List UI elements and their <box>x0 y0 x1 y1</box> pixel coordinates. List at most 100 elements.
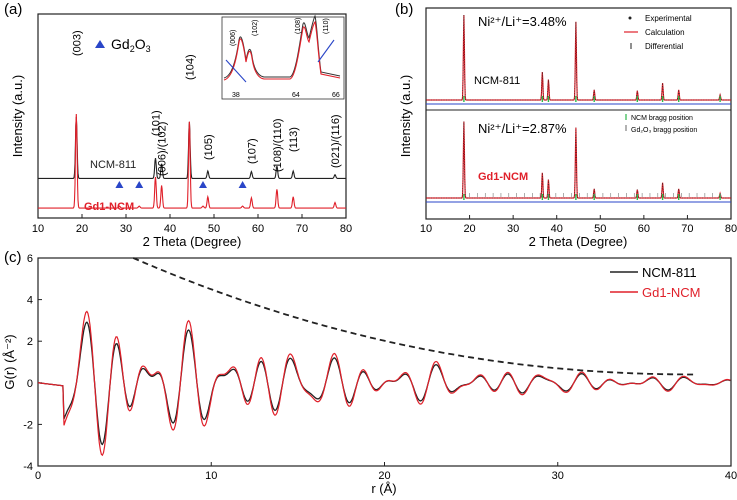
inset-label-110: (110) <box>323 18 330 34</box>
panel-a-frame <box>37 13 347 219</box>
panel-c-curves <box>37 257 731 457</box>
legend-calculation: Calculation <box>645 28 685 37</box>
panel-a: (a) Intensity (a.u.) 2 Theta (Degree) 10… <box>4 1 352 249</box>
panel-b-exp-lower <box>426 121 731 199</box>
panel-b-curves <box>426 14 731 203</box>
panel-b-xtick-label: 20 <box>463 223 475 235</box>
panel-b-xlabel: 2 Theta (Degree) <box>529 234 628 249</box>
panel-a-xlabel: 2 Theta (Degree) <box>143 234 242 249</box>
panel-b-xtick-label: 70 <box>681 223 693 235</box>
panel-c-ticks: 0 10 20 30 40 -4 -2 0 2 4 6 <box>23 253 737 482</box>
panel-a-xtick-label: 60 <box>252 223 264 235</box>
inset-guide-left <box>225 59 247 83</box>
panel-c-ytick-label: 2 <box>27 336 33 348</box>
panel-a-peak-label: (006)/(102) <box>157 122 169 176</box>
panel-b-lower-sample: Gd1-NCM <box>478 171 528 183</box>
panel-c-xtick-label: 30 <box>552 470 564 482</box>
inset-tick-64: 64 <box>292 92 300 99</box>
panel-a-inset: (006) (102) (108) (110) 38 64 66 <box>221 14 345 100</box>
gd2o3-peak-marker <box>115 181 124 188</box>
panel-c-legend: NCM-811 Gd1-NCM <box>610 265 701 300</box>
panel-a-ncm811-label: NCM-811 <box>90 159 136 171</box>
gd2o3-legend-marker <box>95 40 105 48</box>
legend-experimental: Experimental <box>645 14 692 23</box>
panel-b-x-ticks: 10 20 30 40 50 60 70 80 <box>420 215 737 235</box>
panel-a-xtick-label: 70 <box>296 223 308 235</box>
panel-a-xtick-label: 50 <box>208 223 220 235</box>
panel-a-peak-label: (104) <box>184 54 196 80</box>
panel-c-ytick-label: -4 <box>23 461 33 473</box>
panel-a-xtick-label: 10 <box>32 223 44 235</box>
panel-b-frame <box>425 7 732 220</box>
panel-b-xtick-label: 80 <box>725 223 737 235</box>
panel-b-xtick-label: 30 <box>507 223 519 235</box>
gd2o3-peak-marker <box>238 181 247 188</box>
panel-a-xtick-label: 40 <box>164 223 176 235</box>
panel-c-ytick-label: 0 <box>27 378 33 390</box>
inset-curve-gd1ncm <box>223 20 341 81</box>
panel-a-xtick-label: 80 <box>340 223 352 235</box>
panel-a-x-ticks: 10 20 30 40 50 60 70 80 <box>32 214 352 235</box>
panel-c-frame <box>37 257 732 467</box>
panel-a-peak-labels: (003) (101)(006)/(102) (104) (105) (107) (108… <box>71 30 342 176</box>
legend-c-ncm811: NCM-811 <box>642 265 697 280</box>
gd2o3-legend-label: Gd2O3 <box>111 36 151 54</box>
panel-b-xtick-label: 40 <box>551 223 563 235</box>
panel-a-gd1ncm-label: Gd1-NCM <box>84 201 134 213</box>
inset-frame <box>221 16 345 100</box>
panel-c-ylabel: G(r) (Å⁻²) <box>2 334 17 389</box>
panel-b-xtick-label: 10 <box>420 223 432 235</box>
inset-tick-38: 38 <box>232 92 240 99</box>
panel-c-ytick-label: 4 <box>27 295 33 307</box>
panel-b-xtick-label: 60 <box>638 223 650 235</box>
panel-a-peak-label: (108)/(110) <box>272 118 284 172</box>
panel-b: (b) Intensity (a.u.) 2 Theta (Degree) 10… <box>395 1 737 249</box>
inset-guide-right <box>317 39 335 63</box>
inset-curve-ncm811 <box>223 14 341 79</box>
panel-c-xlabel: r (Å) <box>371 481 396 496</box>
panel-a-peak-label: (003) <box>71 30 83 56</box>
panel-b-upper-sample: NCM-811 <box>474 75 520 87</box>
panel-b-lower-note: Ni²⁺/Li⁺=2.87% <box>478 121 567 136</box>
panel-a-curve-ncm811 <box>38 116 346 179</box>
panel-a-gd2o3-markers <box>115 181 247 188</box>
panel-b-ylabel: Intensity (a.u.) <box>398 75 413 157</box>
gd2o3-peak-marker <box>135 181 144 188</box>
panel-b-upper-note: Ni²⁺/Li⁺=3.48% <box>478 14 567 29</box>
panel-c-xtick-label: 20 <box>378 470 390 482</box>
panel-c-ytick-label: -2 <box>23 419 33 431</box>
panel-c: (c) G(r) (Å⁻²) r (Å) 0 10 20 30 40 -4 -2 0 2 4 6 N… <box>2 249 737 496</box>
panel-a-peak-label: (113) <box>288 127 300 152</box>
inset-label-108: (108) <box>295 18 302 34</box>
panel-a-xtick-label: 30 <box>120 223 132 235</box>
panel-a-label: (a) <box>4 1 22 18</box>
panel-c-envelope <box>132 257 695 376</box>
legend-ncm-bragg: NCM bragg position <box>631 115 693 122</box>
legend-differential: Differential <box>645 42 683 51</box>
gd2o3-peak-marker <box>199 181 207 188</box>
panel-c-xtick-label: 10 <box>205 470 217 482</box>
inset-tick-66: 66 <box>332 92 340 99</box>
panel-b-xtick-label: 50 <box>594 223 606 235</box>
panel-a-xtick-label: 20 <box>76 223 88 235</box>
panel-b-calc-upper <box>426 14 731 101</box>
panel-b-exp-upper <box>426 14 731 101</box>
inset-label-102: (102) <box>252 20 259 36</box>
legend-gd2o3-bragg: Gd₂O₃ bragg position <box>631 127 697 134</box>
panel-c-label: (c) <box>4 249 22 266</box>
panel-c-curve-gd1ncm <box>37 310 731 457</box>
panel-a-ylabel: Intensity (a.u.) <box>10 75 25 157</box>
panel-a-peak-label: (105) <box>203 134 215 160</box>
panel-c-xtick-label: 40 <box>725 470 737 482</box>
panel-c-ytick-label: 6 <box>27 253 33 265</box>
legend-experimental-marker <box>628 16 632 20</box>
panel-a-curves <box>38 113 346 209</box>
panel-b-legend: Experimental Calculation Differential NC… <box>624 14 697 134</box>
panel-b-label: (b) <box>395 1 413 18</box>
inset-label-006: (006) <box>230 30 237 46</box>
panel-a-curve-gd1ncm <box>38 113 346 209</box>
panel-a-peak-label: (107) <box>246 138 258 164</box>
panel-a-peak-label: (021)/(116) <box>330 114 342 168</box>
legend-c-gd1ncm: Gd1-NCM <box>642 285 701 300</box>
